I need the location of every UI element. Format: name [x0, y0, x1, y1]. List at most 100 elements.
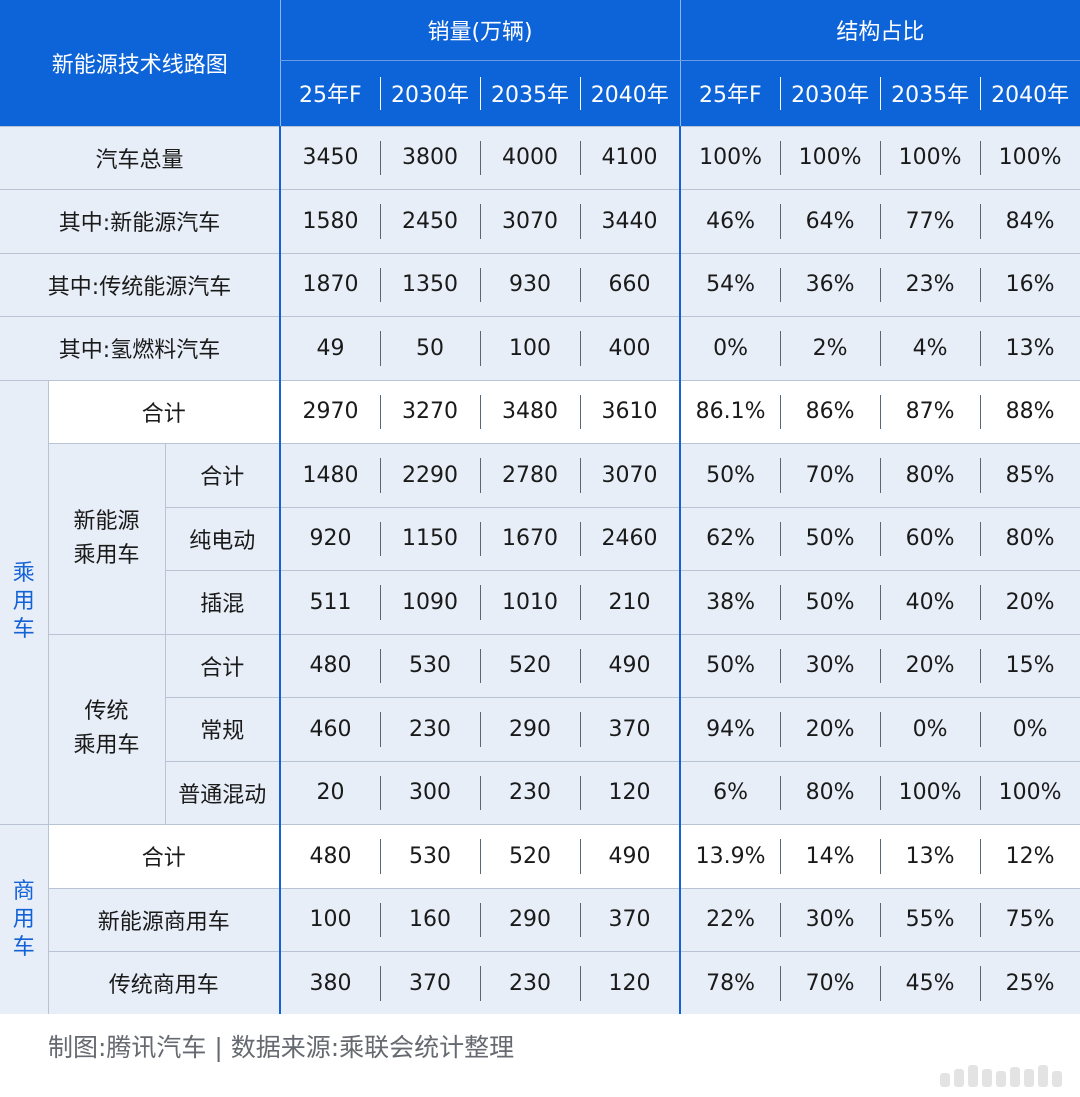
- table-row: 汽车总量 3450 3800 4000 4100 100% 100% 100% …: [0, 126, 1080, 190]
- sales-cell: 400: [580, 316, 681, 381]
- ratio-cell: 46%: [679, 189, 781, 254]
- sales-cell: 290: [480, 697, 581, 762]
- sales-cell: 930: [480, 253, 581, 317]
- ratio-cell: 84%: [980, 189, 1080, 254]
- sales-cell: 50: [380, 316, 481, 381]
- sales-cell: 120: [580, 951, 681, 1016]
- row-label: 普通混动: [164, 761, 281, 825]
- table-row: 其中:氢燃料汽车 49 50 100 400 0% 2% 4% 13%: [0, 316, 1080, 381]
- year-header: 25年F: [679, 60, 781, 127]
- sales-cell: 1480: [279, 443, 381, 508]
- ratio-cell: 100%: [880, 126, 981, 190]
- row-label: 合计: [164, 443, 281, 508]
- sales-cell: 1580: [279, 189, 381, 254]
- sales-cell: 290: [480, 888, 581, 952]
- sales-cell: 530: [380, 634, 481, 698]
- ratio-cell: 23%: [880, 253, 981, 317]
- ratio-cell: 80%: [780, 761, 881, 825]
- sales-cell: 3480: [480, 380, 581, 444]
- sales-cell: 120: [580, 761, 681, 825]
- ratio-cell: 77%: [880, 189, 981, 254]
- ratio-cell: 45%: [880, 951, 981, 1016]
- ratio-cell: 14%: [780, 824, 881, 889]
- sales-cell: 160: [380, 888, 481, 952]
- ratio-cell: 30%: [780, 888, 881, 952]
- row-label: 合计: [164, 634, 281, 698]
- sales-cell: 3070: [480, 189, 581, 254]
- ratio-cell: 75%: [980, 888, 1080, 952]
- source-note: 制图:腾讯汽车 | 数据来源:乘联会统计整理: [48, 1033, 515, 1062]
- ratio-cell: 54%: [679, 253, 781, 317]
- table-row: 乘用车 合计 2970 3270 3480 3610 86.1% 86% 87%…: [0, 380, 1080, 825]
- table-row: 纯电动 920 1150 1670 2460 62% 50% 60% 80%: [0, 507, 1080, 571]
- ratio-cell: 40%: [880, 570, 981, 635]
- row-label: 插混: [164, 570, 281, 635]
- ratio-cell: 100%: [880, 761, 981, 825]
- ratio-cell: 16%: [980, 253, 1080, 317]
- sales-cell: 3450: [279, 126, 381, 190]
- row-label: 常规: [164, 697, 281, 762]
- ratio-cell: 20%: [880, 634, 981, 698]
- sales-cell: 2970: [279, 380, 381, 444]
- ratio-cell: 36%: [780, 253, 881, 317]
- sales-cell: 300: [380, 761, 481, 825]
- ratio-cell: 87%: [880, 380, 981, 444]
- header-row-groups: 新能源技术线路图 销量(万辆) 结构占比: [0, 0, 1080, 127]
- ratio-group-header: 结构占比: [679, 0, 1080, 61]
- sales-cell: 100: [279, 888, 381, 952]
- year-header: 2035年: [480, 60, 581, 127]
- table-row: 传统 乘用车 合计 480 530 520 490 50% 30% 20% 15%: [0, 634, 1080, 825]
- row-label: 汽车总量: [0, 126, 281, 190]
- sales-cell: 230: [480, 951, 581, 1016]
- ratio-cell: 100%: [780, 126, 881, 190]
- sales-cell: 4100: [580, 126, 681, 190]
- row-label: 传统商用车: [47, 951, 281, 1016]
- ratio-cell: 20%: [780, 697, 881, 762]
- table-row: 其中:传统能源汽车 1870 1350 930 660 54% 36% 23% …: [0, 253, 1080, 317]
- sales-cell: 4000: [480, 126, 581, 190]
- sales-cell: 100: [480, 316, 581, 381]
- sales-cell: 2460: [580, 507, 681, 571]
- sales-cell: 370: [380, 951, 481, 1016]
- ratio-cell: 20%: [980, 570, 1080, 635]
- ratio-cell: 6%: [679, 761, 781, 825]
- sales-cell: 1150: [380, 507, 481, 571]
- ratio-cell: 64%: [780, 189, 881, 254]
- ratio-cell: 70%: [780, 951, 881, 1016]
- sales-cell: 480: [279, 824, 381, 889]
- ratio-cell: 38%: [679, 570, 781, 635]
- sales-cell: 230: [480, 761, 581, 825]
- ratio-cell: 50%: [679, 443, 781, 508]
- ratio-cell: 13.9%: [679, 824, 781, 889]
- sales-cell: 511: [279, 570, 381, 635]
- row-label: 其中:新能源汽车: [0, 189, 281, 254]
- ratio-cell: 86.1%: [679, 380, 781, 444]
- year-header: 2030年: [380, 60, 481, 127]
- sales-cell: 3800: [380, 126, 481, 190]
- ratio-cell: 13%: [880, 824, 981, 889]
- sales-cell: 1870: [279, 253, 381, 317]
- sales-cell: 370: [580, 888, 681, 952]
- table-row: 新能源商用车 100 160 290 370 22% 30% 55% 75%: [0, 888, 1080, 952]
- ratio-cell: 94%: [679, 697, 781, 762]
- year-header: 2040年: [980, 60, 1080, 127]
- nev-passenger-label: 新能源 乘用车: [47, 443, 165, 635]
- ratio-cell: 50%: [780, 507, 881, 571]
- ratio-cell: 50%: [679, 634, 781, 698]
- ratio-cell: 100%: [980, 126, 1080, 190]
- sales-cell: 520: [480, 824, 581, 889]
- table-row: 新能源 乘用车 合计 1480 2290 2780 3070 50% 70% 80…: [0, 443, 1080, 635]
- ratio-cell: 2%: [780, 316, 881, 381]
- table-row: 商用车 合计 480 530 520 490 13.9% 14% 13% 12%: [0, 824, 1080, 1016]
- ratio-cell: 22%: [679, 888, 781, 952]
- year-header: 25年F: [279, 60, 381, 127]
- ratio-cell: 86%: [780, 380, 881, 444]
- sales-cell: 20: [279, 761, 381, 825]
- footer: 制图:腾讯汽车 | 数据来源:乘联会统计整理: [0, 1014, 1080, 1097]
- sales-cell: 2450: [380, 189, 481, 254]
- row-label: 其中:传统能源汽车: [0, 253, 281, 317]
- table-row: 插混 511 1090 1010 210 38% 50% 40% 20%: [0, 570, 1080, 635]
- sales-cell: 490: [580, 634, 681, 698]
- row-label: 合计: [47, 380, 281, 444]
